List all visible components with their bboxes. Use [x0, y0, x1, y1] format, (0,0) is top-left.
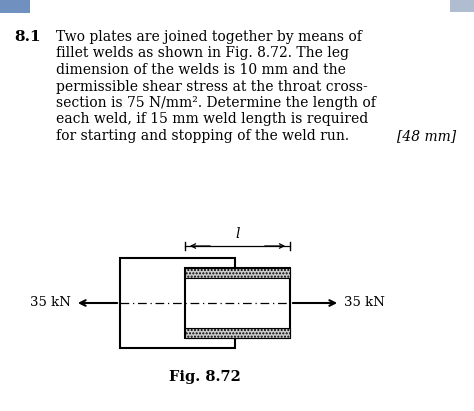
Bar [185, 268, 290, 278]
Bar [0, 0, 30, 13]
Text: Two plates are joined together by means of: Two plates are joined together by means … [56, 30, 362, 44]
Text: [48 mm]: [48 mm] [397, 129, 456, 143]
Text: permissible shear stress at the throat cross-: permissible shear stress at the throat c… [56, 79, 368, 93]
Text: section is 75 N/mm². Determine the length of: section is 75 N/mm². Determine the lengt… [56, 96, 376, 110]
Bar [120, 258, 235, 348]
Text: 8.1: 8.1 [14, 30, 41, 44]
Bar [185, 328, 290, 338]
Text: l: l [235, 227, 240, 241]
Bar [185, 268, 290, 338]
Text: fillet welds as shown in Fig. 8.72. The leg: fillet welds as shown in Fig. 8.72. The … [56, 46, 349, 60]
Text: Fig. 8.72: Fig. 8.72 [169, 370, 241, 384]
Text: for starting and stopping of the weld run.: for starting and stopping of the weld ru… [56, 129, 349, 143]
Text: 35 kN: 35 kN [30, 296, 71, 309]
Text: dimension of the welds is 10 mm and the: dimension of the welds is 10 mm and the [56, 63, 346, 77]
Text: 35 kN: 35 kN [344, 296, 385, 309]
Text: each weld, if 15 mm weld length is required: each weld, if 15 mm weld length is requi… [56, 113, 368, 127]
Bar [450, 0, 474, 12]
